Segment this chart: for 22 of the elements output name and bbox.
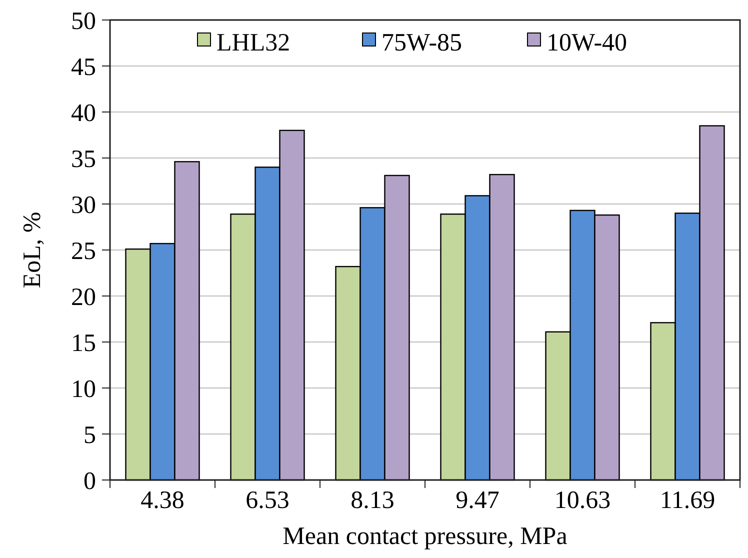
legend-label: 10W-40: [546, 30, 628, 57]
y-tick-label: 20: [71, 284, 96, 311]
y-tick-label: 0: [84, 468, 96, 495]
legend-label: LHL32: [216, 30, 290, 57]
x-tick-label: 11.69: [660, 487, 716, 514]
y-tick-label: 45: [71, 54, 96, 81]
x-tick-label: 10.63: [554, 487, 611, 514]
y-tick-label: 30: [71, 192, 96, 219]
x-axis-title: Mean contact pressure, MPa: [282, 523, 568, 550]
y-tick-label: 35: [71, 146, 96, 173]
x-tick-label: 6.53: [246, 487, 290, 514]
x-tick-label: 8.13: [350, 487, 394, 514]
x-tick-label: 4.38: [140, 487, 184, 514]
y-tick-label: 50: [71, 8, 96, 35]
y-tick-label: 40: [71, 100, 96, 127]
x-tick-label: 9.47: [456, 487, 500, 514]
legend-label: 75W-85: [382, 30, 462, 57]
y-tick-label: 15: [71, 330, 96, 357]
y-axis-title: EoL, %: [19, 212, 46, 288]
y-tick-label: 25: [71, 238, 96, 265]
y-tick-label: 5: [84, 422, 96, 449]
y-tick-label: 10: [71, 376, 96, 403]
